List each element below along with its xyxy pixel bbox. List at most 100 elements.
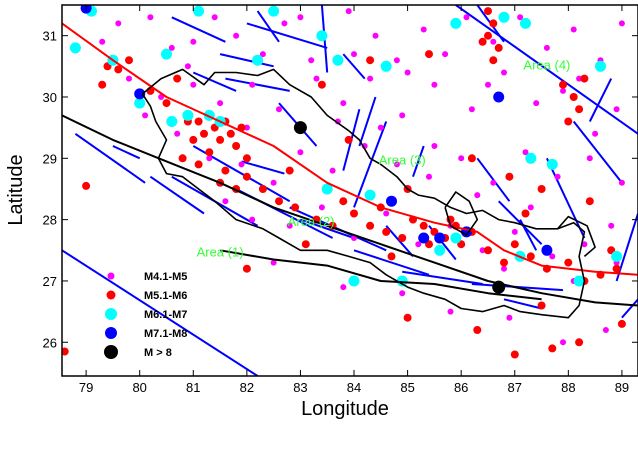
data-point [350, 209, 358, 218]
data-point [317, 80, 326, 89]
data-point [434, 244, 446, 256]
data-point [226, 129, 235, 138]
data-point [168, 44, 175, 51]
data-point [276, 106, 282, 113]
data-point [206, 155, 213, 162]
fault-line [149, 175, 205, 215]
data-point [533, 100, 540, 107]
data-point [608, 222, 615, 229]
data-point [506, 314, 513, 321]
data-point [493, 91, 505, 103]
data-point [221, 166, 230, 175]
data-point [386, 195, 397, 207]
legend-label: M7.1-M8 [144, 328, 187, 340]
data-point [258, 185, 267, 193]
fault-line [62, 249, 259, 376]
data-point [489, 56, 498, 65]
data-point [580, 74, 589, 83]
data-point [450, 17, 462, 29]
border-line [556, 215, 596, 258]
legend-marker [104, 345, 118, 359]
data-point [484, 246, 492, 255]
data-point [426, 173, 432, 180]
data-point [249, 81, 256, 88]
y-tick-label: 31 [43, 29, 57, 44]
data-point [162, 99, 171, 108]
fault-line [171, 16, 226, 43]
data-point [242, 154, 251, 163]
data-point [510, 350, 519, 359]
data-point [415, 241, 422, 248]
data-point [474, 192, 481, 199]
data-point [463, 14, 470, 21]
data-point [560, 87, 566, 94]
data-point [252, 54, 264, 66]
x-tick-label: 89 [615, 380, 629, 395]
data-point [173, 74, 182, 83]
data-point [501, 265, 507, 272]
data-point [511, 228, 518, 235]
data-point [243, 124, 250, 131]
data-point [334, 118, 341, 125]
fault-line [412, 145, 425, 178]
data-point [618, 20, 625, 27]
fault-line [497, 200, 543, 245]
x-tick-label: 87 [508, 380, 522, 395]
data-point [69, 42, 81, 54]
data-point [205, 148, 214, 157]
data-point [479, 247, 486, 254]
data-point [458, 155, 465, 162]
data-point [184, 63, 191, 70]
data-point [364, 189, 376, 201]
data-point [490, 38, 497, 45]
data-point [372, 32, 379, 39]
data-point [366, 56, 375, 65]
data-point [393, 57, 400, 64]
legend-marker [106, 290, 116, 300]
data-point [166, 116, 178, 127]
data-point [62, 347, 69, 356]
data-point [564, 258, 573, 267]
data-point [297, 14, 304, 21]
data-point [537, 301, 546, 310]
data-point [366, 221, 375, 230]
data-point [114, 65, 123, 74]
data-point [434, 232, 446, 244]
data-point [142, 112, 149, 119]
y-axis-title: Latitude [5, 154, 27, 225]
x-axis-title: Longitude [301, 398, 389, 420]
data-point [617, 319, 626, 328]
fault-line [241, 160, 285, 175]
data-point [573, 275, 585, 287]
data-point [189, 135, 198, 144]
area-annotation: Area (4) [523, 57, 570, 72]
data-point [618, 179, 625, 186]
fault-line [192, 71, 237, 92]
data-point [281, 20, 288, 27]
series-5 [293, 121, 506, 294]
legend-label: M4.1-M5 [144, 271, 187, 283]
data-point [387, 252, 396, 261]
data-point [431, 81, 438, 88]
border-line [141, 68, 586, 319]
data-point [194, 160, 203, 169]
data-point [510, 240, 519, 249]
data-point [382, 227, 391, 236]
data-point [174, 130, 181, 137]
black-boundary-line [62, 114, 638, 307]
data-point [194, 117, 203, 126]
data-point [611, 250, 623, 262]
data-point [367, 75, 374, 82]
y-tick-label: 29 [43, 151, 57, 166]
fault-line [225, 77, 290, 92]
data-point [190, 38, 197, 45]
data-point [527, 204, 534, 211]
data-point [147, 14, 154, 21]
data-point [581, 241, 588, 248]
data-point [490, 179, 497, 186]
data-point [541, 244, 553, 256]
y-tick-label: 28 [43, 213, 57, 228]
data-point [404, 69, 411, 76]
data-point [537, 185, 546, 193]
data-point [242, 264, 251, 273]
